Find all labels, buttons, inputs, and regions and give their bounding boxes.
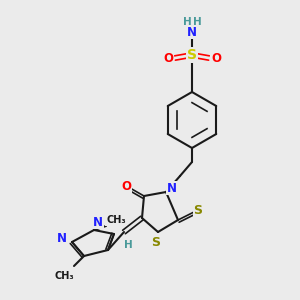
Text: H: H bbox=[183, 17, 191, 27]
Text: CH₃: CH₃ bbox=[106, 215, 126, 225]
Text: S: S bbox=[187, 48, 197, 62]
Text: O: O bbox=[163, 52, 173, 64]
Text: S: S bbox=[152, 236, 160, 248]
Text: O: O bbox=[121, 179, 131, 193]
Text: N: N bbox=[187, 26, 197, 38]
Text: N: N bbox=[57, 232, 67, 244]
Text: N: N bbox=[93, 215, 103, 229]
Text: H: H bbox=[193, 17, 201, 27]
Text: H: H bbox=[124, 240, 132, 250]
Text: O: O bbox=[211, 52, 221, 64]
Text: S: S bbox=[194, 203, 202, 217]
Text: N: N bbox=[167, 182, 177, 194]
Text: CH₃: CH₃ bbox=[54, 271, 74, 281]
